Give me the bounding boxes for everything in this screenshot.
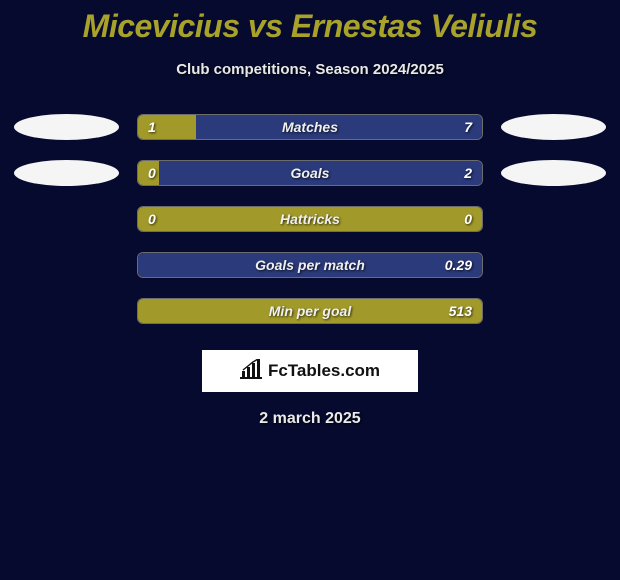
player-left-oval xyxy=(14,160,119,186)
date-label: 2 march 2025 xyxy=(259,410,360,428)
stat-label: Matches xyxy=(138,119,482,135)
stat-row: 1Matches7 xyxy=(0,114,620,140)
stat-label: Min per goal xyxy=(138,303,482,319)
oval-spacer xyxy=(14,206,119,232)
brand-chart-icon xyxy=(240,359,262,384)
oval-spacer xyxy=(501,206,606,232)
brand-text: FcTables.com xyxy=(268,361,380,381)
stat-row: 0Hattricks0 xyxy=(0,206,620,232)
stat-bar: 0Hattricks0 xyxy=(137,206,483,232)
player-right-oval xyxy=(501,114,606,140)
stat-label: Goals per match xyxy=(138,257,482,273)
stat-row: Min per goal513 xyxy=(0,298,620,324)
stat-row: 0Goals2 xyxy=(0,160,620,186)
stat-bar: Min per goal513 xyxy=(137,298,483,324)
subtitle: Club competitions, Season 2024/2025 xyxy=(176,61,444,78)
stat-bar: 0Goals2 xyxy=(137,160,483,186)
stat-value-right: 2 xyxy=(464,165,472,181)
stat-label: Goals xyxy=(138,165,482,181)
player-left-oval xyxy=(14,114,119,140)
comparison-card: Micevicius vs Ernestas Veliulis Club com… xyxy=(0,0,620,428)
brand-box: FcTables.com xyxy=(202,350,418,392)
oval-spacer xyxy=(14,252,119,278)
page-title: Micevicius vs Ernestas Veliulis xyxy=(83,8,538,45)
stat-value-right: 0 xyxy=(464,211,472,227)
oval-spacer xyxy=(14,298,119,324)
stat-rows: 1Matches70Goals20Hattricks0Goals per mat… xyxy=(0,114,620,324)
stat-value-right: 7 xyxy=(464,119,472,135)
stat-value-right: 513 xyxy=(449,303,472,319)
stat-bar: 1Matches7 xyxy=(137,114,483,140)
stat-value-right: 0.29 xyxy=(445,257,472,273)
oval-spacer xyxy=(501,298,606,324)
oval-spacer xyxy=(501,252,606,278)
player-right-oval xyxy=(501,160,606,186)
stat-label: Hattricks xyxy=(138,211,482,227)
stat-bar: Goals per match0.29 xyxy=(137,252,483,278)
stat-row: Goals per match0.29 xyxy=(0,252,620,278)
